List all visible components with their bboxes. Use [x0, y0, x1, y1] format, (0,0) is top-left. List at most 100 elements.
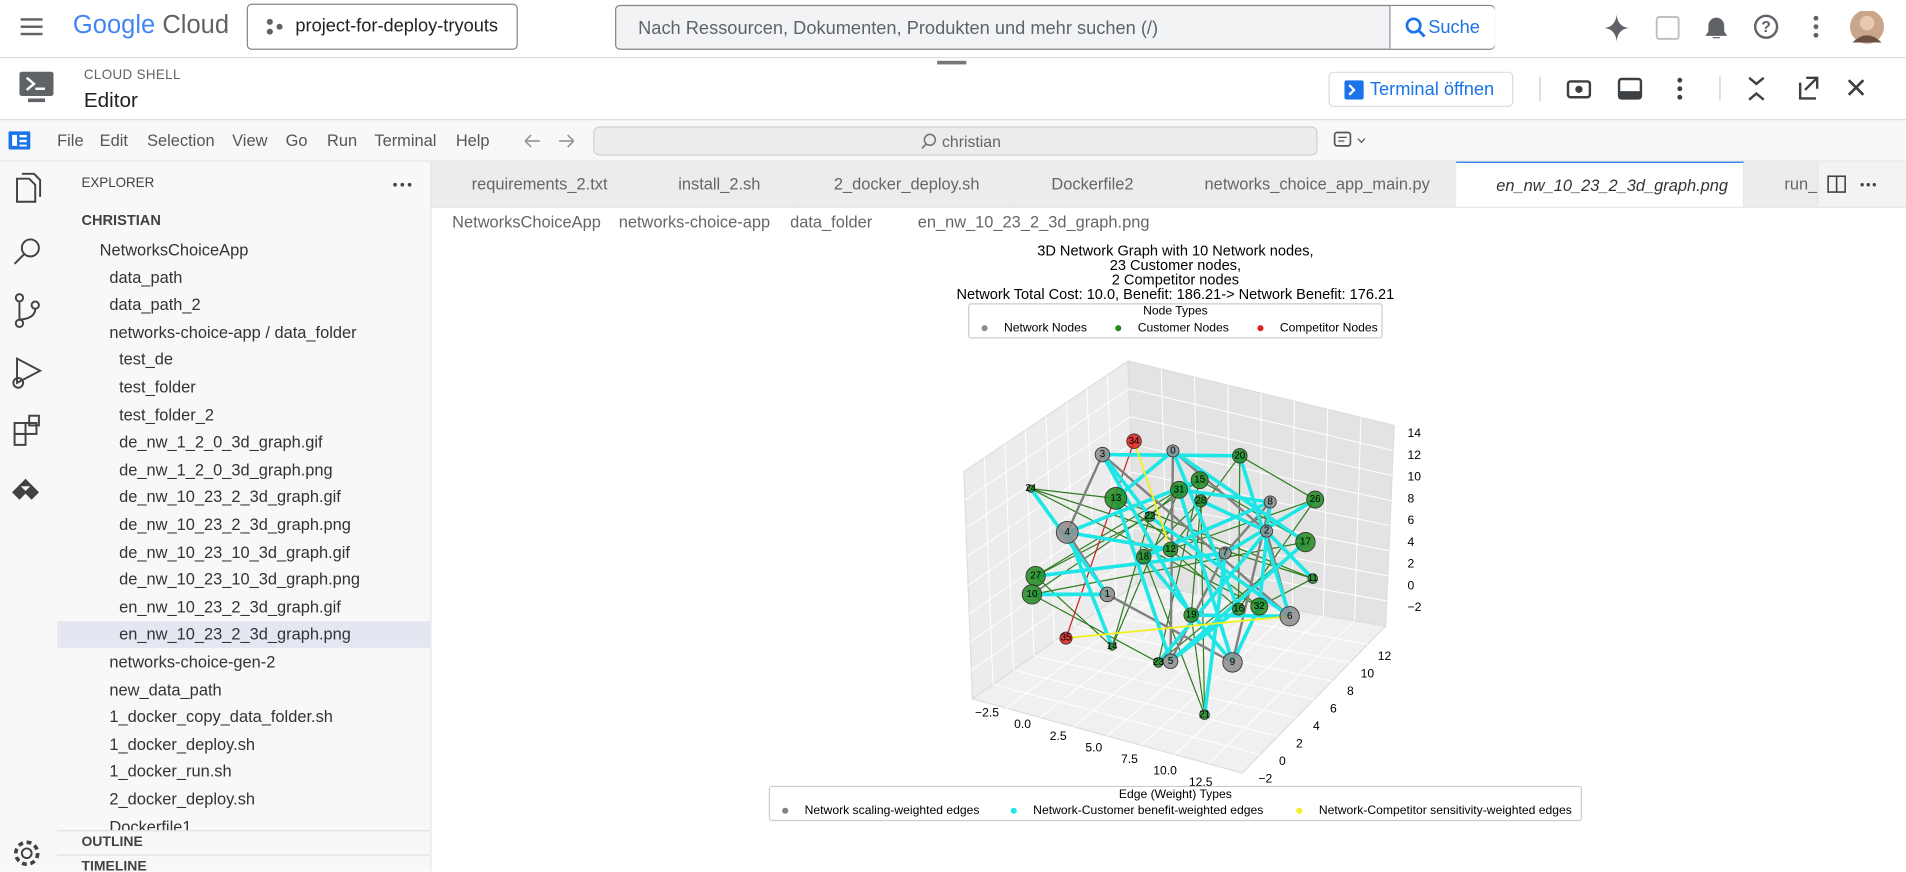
edge [1065, 441, 1135, 639]
pane-grid [969, 527, 1135, 643]
tree-item[interactable]: data_path_2 [109, 295, 201, 314]
back[interactable] [524, 134, 540, 148]
node-label: 11 [1308, 573, 1318, 584]
help[interactable] [1753, 14, 1779, 39]
tree-item[interactable]: networks-choice-gen-2 [109, 652, 276, 671]
tree-item[interactable]: NetworksChoiceApp [99, 240, 249, 259]
tree-item[interactable]: 1_docker_run.sh [109, 762, 232, 781]
edge [1191, 613, 1290, 619]
search-button[interactable]: Suche [1389, 6, 1496, 49]
tree-item[interactable]: new_data_path [109, 680, 222, 699]
menu-item[interactable]: Run [326, 131, 358, 150]
tree-item[interactable]: en_nw_10_23_2_3d_graph.gif [119, 597, 341, 617]
y-tick-label: 0 [1279, 754, 1286, 768]
x-tick-label: 5.0 [1085, 740, 1102, 754]
pane-grid [1107, 604, 1262, 737]
tree-item[interactable]: de_nw_1_2_0_3d_graph.png [119, 460, 333, 479]
menu-item[interactable]: File [57, 131, 84, 150]
open-terminal-button[interactable]: Terminal öffnen [1328, 71, 1514, 107]
more[interactable] [1813, 15, 1819, 21]
tree-item[interactable]: de_nw_10_23_2_3d_graph.png [119, 515, 351, 534]
tree-item[interactable]: de_nw_10_23_2_3d_graph.gif [119, 487, 341, 507]
tab[interactable]: en_nw_10_23_2_3d_graph.png [1456, 161, 1745, 207]
tree-item[interactable]: de_nw_1_2_0_3d_graph.gif [119, 432, 323, 452]
tab[interactable]: $run_ [1744, 161, 1819, 207]
debug-icon[interactable] [12, 356, 43, 389]
section-header[interactable]: TIMELINE [81, 859, 147, 872]
graph-node [1263, 495, 1277, 509]
tree-item[interactable]: test_folder_2 [119, 405, 215, 424]
breadcrumb[interactable]: NetworksChoiceApp [452, 212, 601, 231]
graph-node [1104, 486, 1128, 510]
command-center-text: christian [942, 132, 1001, 151]
tab[interactable]: networks_choice_app_main.py [1164, 161, 1458, 207]
breadcrumb[interactable]: data_folder [790, 212, 873, 231]
preview[interactable] [1566, 80, 1592, 99]
main-menu[interactable] [18, 15, 45, 39]
notifications[interactable] [1705, 17, 1728, 39]
terminal-icon[interactable] [1655, 16, 1680, 40]
tree-item[interactable]: de_nw_10_23_10_3d_graph.gif [119, 542, 350, 562]
cloud-code-icon[interactable] [11, 478, 40, 500]
node-label: 18 [1138, 551, 1149, 562]
logo[interactable]: Google Cloud [73, 11, 229, 40]
tree-item[interactable]: Dockerfile1 [109, 817, 192, 831]
editor-more[interactable] [1860, 183, 1864, 187]
explorer-icon[interactable] [16, 172, 42, 203]
workspace-root[interactable]: CHRISTIAN [81, 211, 161, 229]
tree-item[interactable]: data_path [109, 268, 183, 287]
explorer-more[interactable] [393, 181, 412, 188]
breadcrumb[interactable]: en_nw_10_23_2_3d_graph.png [917, 212, 1150, 231]
pane-grid [1354, 417, 1362, 621]
menu-item[interactable]: Edit [99, 131, 128, 150]
section-header[interactable]: OUTLINE [81, 835, 143, 850]
tree-item[interactable]: de_nw_10_23_10_3d_graph.png [119, 570, 361, 589]
y-tick-label: 12 [1378, 649, 1392, 663]
selected-row [57, 621, 431, 649]
section-divider [57, 830, 431, 832]
scm-icon[interactable] [14, 293, 40, 328]
tab-label: en_nw_10_23_2_3d_graph.png [1496, 176, 1729, 195]
edge [1177, 489, 1235, 663]
edge [1148, 515, 1291, 618]
tree-item[interactable]: 1_docker_copy_data_folder.sh [109, 707, 333, 726]
gemini-icon[interactable] [1604, 14, 1629, 42]
node-label: 35 [1061, 633, 1072, 644]
tree-item[interactable]: networks-choice-app / data_folder [109, 323, 357, 342]
project-picker[interactable]: project-for-deploy-tryouts [246, 3, 518, 50]
copilot-menu[interactable] [1333, 130, 1372, 152]
command-center[interactable]: christian [593, 126, 1318, 156]
tree-item[interactable]: 1_docker_deploy.sh [109, 735, 256, 754]
tab[interactable]: $install_2.sh [638, 161, 795, 207]
z-tick-label: 10 [1408, 470, 1422, 484]
tab[interactable]: requirements_2.txt [431, 161, 640, 207]
node-label: 34 [1129, 436, 1140, 447]
tab[interactable]: $2_docker_deploy.sh [793, 161, 1013, 207]
menu-item[interactable]: Go [285, 131, 308, 150]
tree-item[interactable]: en_nw_10_23_2_3d_graph.png [119, 625, 351, 644]
settings-icon[interactable] [13, 840, 40, 867]
tree-item[interactable]: test_folder [119, 378, 196, 397]
node-label: 27 [1030, 571, 1041, 582]
tree-item[interactable]: test_de [119, 350, 173, 369]
breadcrumb[interactable]: networks-choice-app [618, 212, 771, 231]
node-label: 21 [1199, 709, 1210, 720]
search-box[interactable]: Nach Ressourcen, Dokumenten, Produkten u… [615, 4, 1496, 50]
minimize[interactable] [1748, 76, 1765, 101]
resize-handle[interactable] [937, 60, 967, 65]
menu-item[interactable]: Selection [147, 131, 215, 150]
search-view-icon[interactable] [13, 238, 40, 265]
legend-entry: Competitor Nodes [1280, 320, 1378, 334]
z-tick-label: 12 [1408, 448, 1422, 462]
menu-item[interactable]: Help [455, 131, 490, 150]
menu-item[interactable]: View [232, 131, 268, 150]
shell-more[interactable] [1677, 77, 1683, 83]
nav-arrows [524, 134, 575, 148]
close-shell[interactable] [1847, 79, 1865, 96]
extensions-icon[interactable] [13, 414, 40, 446]
menu-item[interactable]: Terminal [374, 131, 437, 150]
forward[interactable] [559, 134, 575, 148]
tree-item[interactable]: 2_docker_deploy.sh [109, 790, 256, 809]
open-new-window[interactable] [1798, 76, 1819, 100]
tab[interactable]: Dockerfile2 [1011, 161, 1166, 207]
